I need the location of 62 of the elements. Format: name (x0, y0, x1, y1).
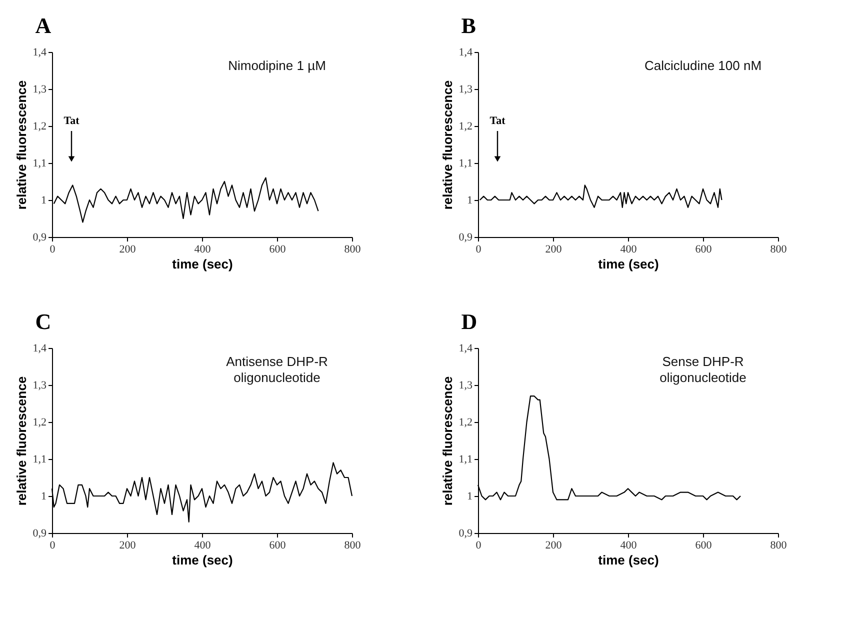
x-tick-label: 400 (194, 540, 212, 552)
x-axis-title: time (sec) (598, 256, 659, 272)
y-tick-label: 1,4 (458, 342, 473, 354)
x-tick-label: 800 (770, 244, 788, 256)
x-tick-label: 0 (476, 244, 482, 256)
y-axis-title: relative fluorescence (440, 80, 455, 210)
chart-title: D (461, 309, 478, 334)
x-tick-label: 0 (50, 244, 56, 256)
x-tick-label: 600 (269, 540, 286, 552)
y-tick-label: 1 (41, 194, 46, 206)
y-tick-label: 1,3 (458, 84, 473, 96)
chart-title: A (35, 13, 52, 38)
y-tick-label: 1,4 (458, 46, 473, 58)
y-tick-label: 1 (41, 490, 46, 502)
y-tick-label: 1,1 (458, 454, 472, 466)
x-tick-label: 0 (50, 540, 56, 552)
y-tick-label: 1,1 (32, 158, 46, 170)
y-tick-label: 0,9 (458, 528, 473, 540)
x-tick-label: 400 (620, 244, 638, 256)
y-axis-title: relative fluorescence (440, 376, 455, 506)
y-tick-label: 1,2 (458, 416, 472, 428)
y-tick-label: 0,9 (458, 232, 473, 244)
x-tick-label: 200 (119, 540, 136, 552)
x-tick-label: 200 (545, 244, 562, 256)
y-tick-label: 1,4 (32, 46, 47, 58)
y-tick-label: 1,2 (32, 416, 46, 428)
annotation: Sense DHP-R oligonucleotide (660, 354, 746, 385)
x-tick-label: 600 (695, 540, 712, 552)
y-tick-label: 1,4 (32, 342, 47, 354)
x-tick-label: 0 (476, 540, 482, 552)
x-axis-title: time (sec) (172, 552, 233, 568)
y-tick-label: 1,2 (458, 120, 472, 132)
y-tick-label: 1,3 (458, 380, 473, 392)
x-tick-label: 800 (344, 244, 362, 256)
chart-title: B (461, 13, 476, 38)
annotation: Tat (490, 115, 506, 127)
x-tick-label: 400 (620, 540, 638, 552)
x-tick-label: 800 (344, 540, 362, 552)
y-axis-title: relative fluorescence (14, 80, 29, 210)
y-tick-label: 1,1 (458, 158, 472, 170)
y-tick-label: 1,3 (32, 84, 47, 96)
y-tick-label: 1 (467, 194, 472, 206)
x-tick-label: 600 (695, 244, 712, 256)
x-axis-title: time (sec) (172, 256, 233, 272)
annotation: Calcicludine 100 nM (644, 58, 762, 73)
x-tick-label: 400 (194, 244, 212, 256)
x-tick-label: 200 (545, 540, 562, 552)
annotation: Nimodipine 1 µM (228, 58, 326, 73)
y-tick-label: 1,1 (32, 454, 46, 466)
y-axis-title: relative fluorescence (14, 376, 29, 506)
x-tick-label: 800 (770, 540, 788, 552)
y-tick-label: 0,9 (32, 528, 47, 540)
y-tick-label: 1 (467, 490, 472, 502)
x-tick-label: 200 (119, 244, 136, 256)
chart-title: C (35, 309, 52, 334)
y-tick-label: 1,3 (32, 380, 47, 392)
annotation: Tat (64, 115, 80, 127)
x-axis-title: time (sec) (598, 552, 659, 568)
y-tick-label: 1,2 (32, 120, 46, 132)
annotation: Antisense DHP-R oligonucleotide (226, 354, 328, 385)
x-tick-label: 600 (269, 244, 286, 256)
y-tick-label: 0,9 (32, 232, 47, 244)
